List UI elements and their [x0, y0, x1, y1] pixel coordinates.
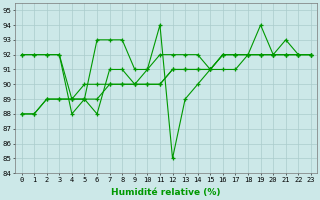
X-axis label: Humidité relative (%): Humidité relative (%): [111, 188, 221, 197]
